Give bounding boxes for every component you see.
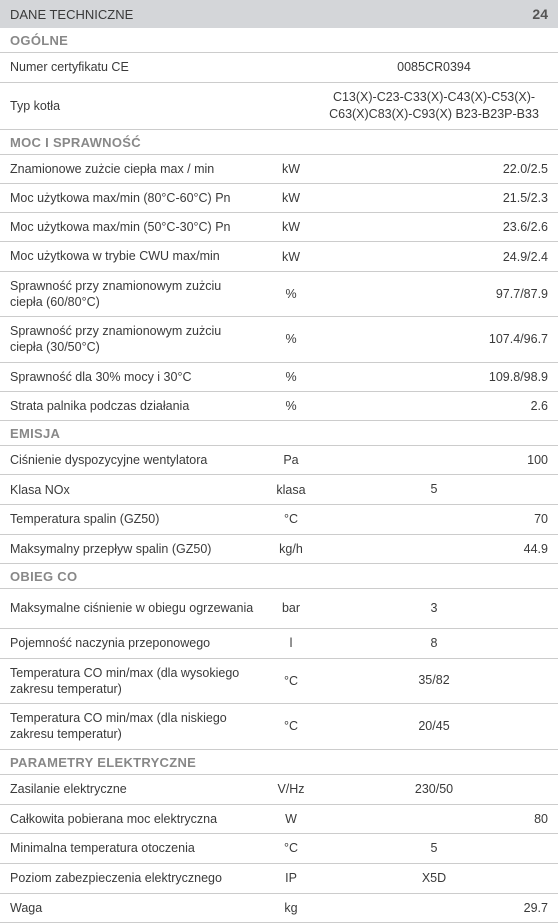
row-value: 2.6 bbox=[320, 399, 548, 413]
row-value: 24.9/2.4 bbox=[320, 250, 548, 264]
row-label: Moc użytkowa max/min (80°C-60°C) Pn bbox=[10, 190, 262, 206]
row-label: Moc użytkowa max/min (50°C-30°C) Pn bbox=[10, 219, 262, 235]
section-header: EMISJA bbox=[0, 421, 558, 446]
row-label: Całkowita pobierana moc elektryczna bbox=[10, 811, 262, 827]
row-value: 107.4/96.7 bbox=[320, 332, 548, 346]
row-label: Pojemność naczynia przeponowego bbox=[10, 635, 262, 651]
row-value: 0085CR0394 bbox=[320, 59, 548, 76]
table-header: DANE TECHNICZNE 24 bbox=[0, 0, 558, 28]
table-row: Temperatura CO min/max (dla wysokiego za… bbox=[0, 659, 558, 705]
row-value: 3 bbox=[320, 600, 548, 617]
table-row: Klasa NOxklasa5 bbox=[0, 475, 558, 505]
table-row: Typ kotła C13(X)-C23-C33(X)-C43(X)-C53(X)… bbox=[0, 83, 558, 130]
row-value: 21.5/2.3 bbox=[320, 191, 548, 205]
row-unit: kW bbox=[262, 220, 320, 234]
row-label: Waga bbox=[10, 900, 262, 916]
row-label: Sprawność dla 30% mocy i 30°C bbox=[10, 369, 262, 385]
table-row: Sprawność przy znamionowym zużciu ciepła… bbox=[0, 272, 558, 318]
row-unit: % bbox=[262, 332, 320, 346]
row-label: Znamionowe zużcie ciepła max / min bbox=[10, 161, 262, 177]
row-value: X5D bbox=[320, 870, 548, 887]
row-unit: bar bbox=[262, 601, 320, 615]
row-label: Moc użytkowa w trybie CWU max/min bbox=[10, 248, 262, 264]
table-row: Strata palnika podczas działania%2.6 bbox=[0, 392, 558, 421]
row-unit: IP bbox=[262, 871, 320, 885]
row-label: Klasa NOx bbox=[10, 482, 262, 498]
row-unit: kW bbox=[262, 191, 320, 205]
row-value: 97.7/87.9 bbox=[320, 287, 548, 301]
table-row: Temperatura spalin (GZ50)°C70 bbox=[0, 505, 558, 534]
table-row: Moc użytkowa max/min (80°C-60°C) PnkW21.… bbox=[0, 184, 558, 213]
row-unit: klasa bbox=[262, 483, 320, 497]
row-label: Sprawność przy znamionowym zużciu ciepła… bbox=[10, 323, 262, 356]
row-value: 35/82 bbox=[320, 672, 548, 689]
row-value: 23.6/2.6 bbox=[320, 220, 548, 234]
row-label: Numer certyfikatu CE bbox=[10, 59, 262, 75]
row-value: 20/45 bbox=[320, 718, 548, 735]
row-unit: Pa bbox=[262, 453, 320, 467]
table-row: Ciśnienie dyspozycyjne wentylatoraPa100 bbox=[0, 446, 558, 475]
row-label: Zasilanie elektryczne bbox=[10, 781, 262, 797]
row-label: Typ kotła bbox=[10, 98, 262, 114]
table-row: Temperatura CO min/max (dla niskiego zak… bbox=[0, 704, 558, 750]
row-value: 5 bbox=[320, 840, 548, 857]
table-row: Numer certyfikatu CE 0085CR0394 bbox=[0, 53, 558, 83]
row-label: Strata palnika podczas działania bbox=[10, 398, 262, 414]
table-row: Wagakg29.7 bbox=[0, 894, 558, 923]
row-unit: °C bbox=[262, 512, 320, 526]
row-unit: V/Hz bbox=[262, 782, 320, 796]
row-unit: °C bbox=[262, 674, 320, 688]
row-value: 22.0/2.5 bbox=[320, 162, 548, 176]
table-row: Całkowita pobierana moc elektrycznaW80 bbox=[0, 805, 558, 834]
row-unit: W bbox=[262, 812, 320, 826]
table-row: Moc użytkowa w trybie CWU max/minkW24.9/… bbox=[0, 242, 558, 271]
table-row: Minimalna temperatura otoczenia°C5 bbox=[0, 834, 558, 864]
section-header: OGÓLNE bbox=[0, 28, 558, 53]
row-label: Poziom zabezpieczenia elektrycznego bbox=[10, 870, 262, 886]
table-row: Moc użytkowa max/min (50°C-30°C) PnkW23.… bbox=[0, 213, 558, 242]
section-header: MOC I SPRAWNOŚĆ bbox=[0, 130, 558, 155]
row-label: Maksymalne ciśnienie w obiegu ogrzewania bbox=[10, 600, 262, 616]
table-row: Maksymalny przepływ spalin (GZ50)kg/h44.… bbox=[0, 535, 558, 564]
row-unit: kW bbox=[262, 250, 320, 264]
row-unit: l bbox=[262, 636, 320, 650]
row-label: Maksymalny przepływ spalin (GZ50) bbox=[10, 541, 262, 557]
row-unit: % bbox=[262, 287, 320, 301]
table-row: Zasilanie elektryczneV/Hz230/50 bbox=[0, 775, 558, 805]
row-value: C13(X)-C23-C33(X)-C43(X)-C53(X)-C63(X)C8… bbox=[320, 89, 548, 123]
table-row: Sprawność przy znamionowym zużciu ciepła… bbox=[0, 317, 558, 363]
row-unit: kg bbox=[262, 901, 320, 915]
table-row: Znamionowe zużcie ciepła max / minkW22.0… bbox=[0, 155, 558, 184]
row-value: 8 bbox=[320, 635, 548, 652]
row-value: 44.9 bbox=[320, 542, 548, 556]
row-unit: °C bbox=[262, 719, 320, 733]
row-unit: % bbox=[262, 370, 320, 384]
row-label: Temperatura CO min/max (dla niskiego zak… bbox=[10, 710, 262, 743]
row-unit: % bbox=[262, 399, 320, 413]
row-value: 230/50 bbox=[320, 781, 548, 798]
row-label: Temperatura CO min/max (dla wysokiego za… bbox=[10, 665, 262, 698]
row-label: Temperatura spalin (GZ50) bbox=[10, 511, 262, 527]
row-unit: kg/h bbox=[262, 542, 320, 556]
row-label: Ciśnienie dyspozycyjne wentylatora bbox=[10, 452, 262, 468]
row-value: 109.8/98.9 bbox=[320, 370, 548, 384]
header-title: DANE TECHNICZNE bbox=[10, 7, 133, 22]
row-value: 5 bbox=[320, 481, 548, 498]
section-header: OBIEG CO bbox=[0, 564, 558, 589]
table-body: OGÓLNE Numer certyfikatu CE 0085CR0394 Typ … bbox=[0, 28, 558, 923]
row-value: 100 bbox=[320, 453, 548, 467]
row-value: 80 bbox=[320, 812, 548, 826]
row-unit: kW bbox=[262, 162, 320, 176]
header-number: 24 bbox=[532, 6, 548, 22]
row-label: Sprawność przy znamionowym zużciu ciepła… bbox=[10, 278, 262, 311]
table-row: Poziom zabezpieczenia elektrycznegoIPX5D bbox=[0, 864, 558, 894]
table-row: Pojemność naczynia przeponowegol8 bbox=[0, 629, 558, 659]
section-header: PARAMETRY ELEKTRYCZNE bbox=[0, 750, 558, 775]
table-row: Maksymalne ciśnienie w obiegu ogrzewania… bbox=[0, 589, 558, 629]
row-value: 70 bbox=[320, 512, 548, 526]
row-label: Minimalna temperatura otoczenia bbox=[10, 840, 262, 856]
row-unit: °C bbox=[262, 841, 320, 855]
table-row: Sprawność dla 30% mocy i 30°C%109.8/98.9 bbox=[0, 363, 558, 392]
row-value: 29.7 bbox=[320, 901, 548, 915]
